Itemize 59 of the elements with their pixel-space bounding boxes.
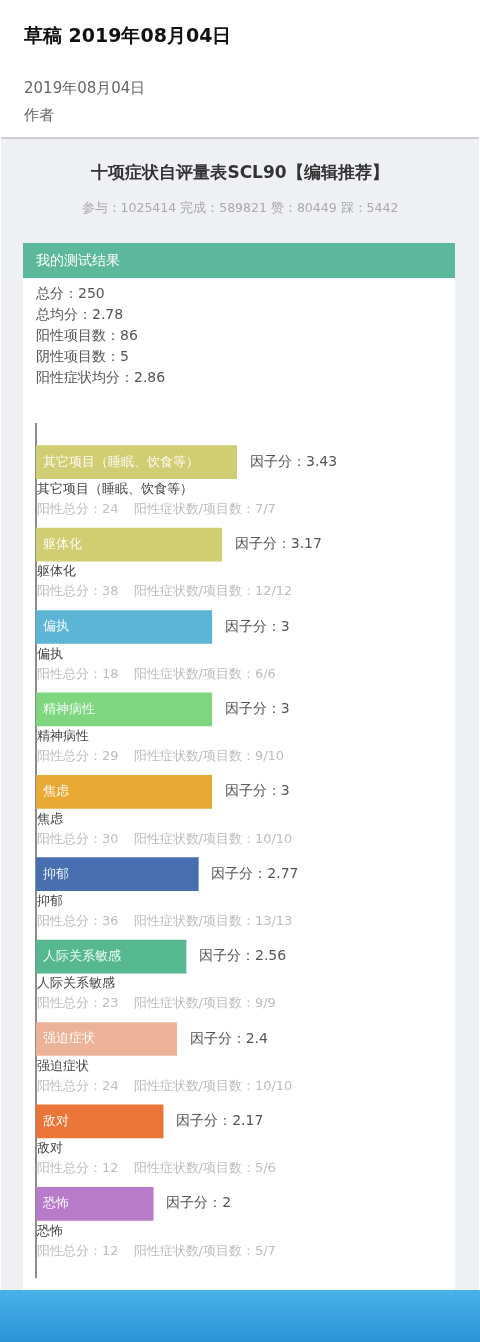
annotation: 阳性症状数/项目数：10/10	[133, 1077, 293, 1093]
annotation: 阳性症状数/项目数：10/10	[133, 830, 293, 846]
y-tick-label: 人际关系敏感	[43, 947, 121, 963]
bar	[36, 774, 213, 809]
annotation: 阳性总分：23	[37, 995, 119, 1011]
annotation: 阳性总分：12	[37, 1242, 119, 1258]
data-label: 因子分：2.17	[176, 1112, 264, 1129]
annotation: 阳性总分：18	[37, 665, 119, 681]
chart-title: 十项症状自评量表SCL90【编辑推荐】	[90, 161, 390, 184]
y-tick-label: 敌对	[43, 1112, 69, 1128]
bar	[36, 610, 213, 644]
annotation: 阳性症状数/项目数：9/10	[133, 748, 285, 764]
data-label: 因子分：3.17	[234, 535, 322, 552]
text: 阳性症状均分：2.86	[36, 369, 166, 386]
annotation: 阳性症状数/项目数：12/12	[133, 583, 293, 599]
annotation: 阳性总分：36	[37, 913, 119, 929]
annotation: 阳性总分：38	[37, 583, 119, 599]
bar	[36, 1022, 177, 1056]
annotation: 阳性症状数/项目数：9/9	[133, 995, 276, 1011]
bar	[36, 1104, 164, 1139]
text: 我的测试结果	[36, 252, 120, 269]
y-tick-label: 恐怖	[42, 1195, 69, 1211]
data-label: 因子分：2.56	[199, 947, 287, 964]
data-label: 因子分：3	[224, 782, 290, 799]
data-label: 因子分：2	[166, 1194, 232, 1211]
annotation: 阳性症状数/项目数：6/6	[133, 665, 276, 681]
data-label: 因子分：3	[224, 617, 290, 634]
chart-subtitle: 参与：1025414 完成：589821 赞：80449 踩：5442	[80, 200, 400, 217]
data-label: 因子分：3.43	[250, 452, 338, 469]
bar	[36, 857, 199, 892]
y-tick-label: 抑郁	[43, 865, 69, 881]
y-tick-label: 偏执	[43, 618, 69, 634]
text: 阳性项目数：86	[36, 327, 138, 344]
text: 总均分：2.78	[36, 306, 124, 323]
annotation: 阳性症状数/项目数：7/7	[133, 501, 276, 517]
annotation: 阳性总分：29	[37, 748, 119, 764]
text: 作者	[24, 106, 54, 125]
y-tick-label: 强迫症状	[43, 1030, 95, 1046]
text: 2019年08月04日	[24, 79, 146, 98]
annotation: 阳性总分：12	[37, 1160, 119, 1176]
text: 草稿 2019年08月04日	[24, 24, 232, 47]
bar	[36, 1186, 154, 1221]
y-tick-label: 躯体化	[43, 535, 82, 551]
data-label: 因子分：2.77	[211, 864, 299, 881]
y-tick-label: 其它项目（睡眠、饮食等）	[43, 453, 199, 469]
y-tick-label: 焦虑	[43, 783, 69, 799]
data-label: 因子分：3	[224, 700, 290, 717]
text: 总分：250	[36, 285, 105, 302]
text: 阴性项目数：5	[36, 348, 129, 365]
data-label: 因子分：2.4	[189, 1029, 268, 1046]
bar	[36, 692, 213, 727]
bar	[36, 527, 223, 562]
annotation: 阳性总分：24	[37, 1077, 119, 1093]
annotation: 阳性症状数/项目数：5/6	[133, 1160, 276, 1176]
y-tick-label: 精神病性	[43, 700, 95, 716]
annotation: 阳性总分：30	[37, 830, 119, 846]
annotation: 阳性总分：24	[37, 501, 119, 517]
annotation: 阳性症状数/项目数：5/7	[133, 1242, 276, 1258]
annotation: 阳性症状数/项目数：13/13	[133, 913, 293, 929]
